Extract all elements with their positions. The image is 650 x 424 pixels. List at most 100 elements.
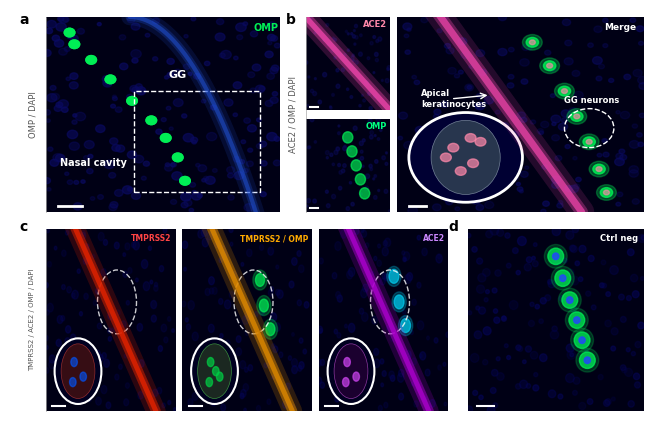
Circle shape — [570, 276, 579, 285]
Circle shape — [374, 159, 378, 163]
Circle shape — [308, 76, 310, 78]
Circle shape — [297, 300, 302, 306]
Circle shape — [206, 377, 213, 387]
Circle shape — [541, 121, 549, 128]
Circle shape — [414, 80, 420, 85]
Circle shape — [172, 153, 183, 162]
Circle shape — [168, 317, 171, 321]
Circle shape — [352, 59, 354, 61]
Circle shape — [152, 18, 159, 24]
Circle shape — [72, 120, 77, 124]
Circle shape — [429, 131, 436, 137]
Circle shape — [53, 153, 63, 162]
Circle shape — [76, 387, 81, 393]
Circle shape — [551, 115, 561, 123]
Circle shape — [405, 274, 411, 283]
Circle shape — [254, 312, 258, 316]
Circle shape — [398, 136, 402, 140]
Circle shape — [341, 169, 344, 173]
Circle shape — [533, 385, 539, 391]
Circle shape — [552, 135, 560, 141]
Circle shape — [552, 182, 560, 188]
Circle shape — [226, 340, 230, 346]
Circle shape — [549, 390, 556, 398]
Circle shape — [504, 344, 508, 348]
Circle shape — [616, 111, 620, 114]
Circle shape — [161, 134, 171, 142]
Circle shape — [437, 255, 441, 259]
Circle shape — [440, 176, 447, 181]
Circle shape — [47, 147, 53, 151]
Circle shape — [486, 186, 491, 190]
Circle shape — [207, 357, 214, 367]
Circle shape — [307, 104, 309, 107]
Circle shape — [362, 139, 365, 142]
Text: Ctrl neg: Ctrl neg — [600, 234, 638, 243]
Circle shape — [69, 40, 80, 49]
Circle shape — [171, 162, 176, 167]
Circle shape — [384, 274, 389, 281]
Circle shape — [446, 47, 454, 54]
Circle shape — [197, 377, 200, 381]
Circle shape — [374, 359, 380, 368]
Circle shape — [360, 156, 363, 160]
Circle shape — [552, 122, 556, 126]
Circle shape — [555, 258, 561, 264]
Circle shape — [143, 381, 147, 387]
Circle shape — [629, 170, 638, 177]
Circle shape — [46, 229, 49, 233]
Circle shape — [344, 324, 347, 328]
Circle shape — [131, 23, 140, 30]
Circle shape — [562, 292, 578, 308]
Circle shape — [47, 303, 53, 312]
Circle shape — [209, 324, 214, 332]
Circle shape — [497, 229, 504, 236]
Circle shape — [538, 128, 543, 134]
Circle shape — [344, 53, 346, 56]
Circle shape — [101, 385, 107, 394]
Circle shape — [221, 404, 226, 411]
Circle shape — [181, 114, 187, 118]
Circle shape — [58, 17, 64, 21]
Circle shape — [608, 78, 614, 82]
Circle shape — [246, 249, 252, 257]
Circle shape — [482, 360, 488, 365]
Circle shape — [621, 367, 627, 373]
Circle shape — [490, 388, 496, 393]
Circle shape — [64, 28, 75, 37]
Ellipse shape — [61, 344, 95, 399]
Circle shape — [516, 271, 521, 275]
Circle shape — [124, 354, 127, 358]
Circle shape — [67, 33, 74, 39]
Circle shape — [143, 161, 150, 166]
Circle shape — [58, 100, 68, 108]
Circle shape — [354, 228, 359, 234]
Circle shape — [163, 228, 167, 233]
Circle shape — [407, 367, 410, 371]
Circle shape — [124, 399, 129, 406]
Circle shape — [98, 195, 103, 199]
Circle shape — [216, 19, 224, 25]
Circle shape — [638, 142, 644, 147]
Circle shape — [114, 190, 123, 196]
Circle shape — [353, 372, 359, 381]
Ellipse shape — [431, 120, 500, 195]
Circle shape — [221, 50, 231, 59]
Circle shape — [330, 106, 332, 109]
Circle shape — [551, 176, 561, 183]
Circle shape — [367, 92, 370, 95]
Circle shape — [220, 350, 224, 356]
Circle shape — [248, 72, 255, 78]
Circle shape — [576, 177, 581, 182]
Circle shape — [360, 192, 362, 195]
Circle shape — [555, 156, 562, 161]
Circle shape — [131, 50, 141, 58]
Circle shape — [566, 374, 574, 382]
Circle shape — [165, 163, 170, 167]
Text: ACE2: ACE2 — [363, 20, 387, 29]
Circle shape — [438, 152, 443, 155]
Circle shape — [202, 179, 206, 182]
Circle shape — [441, 102, 448, 107]
Circle shape — [547, 63, 552, 68]
Circle shape — [211, 105, 216, 110]
